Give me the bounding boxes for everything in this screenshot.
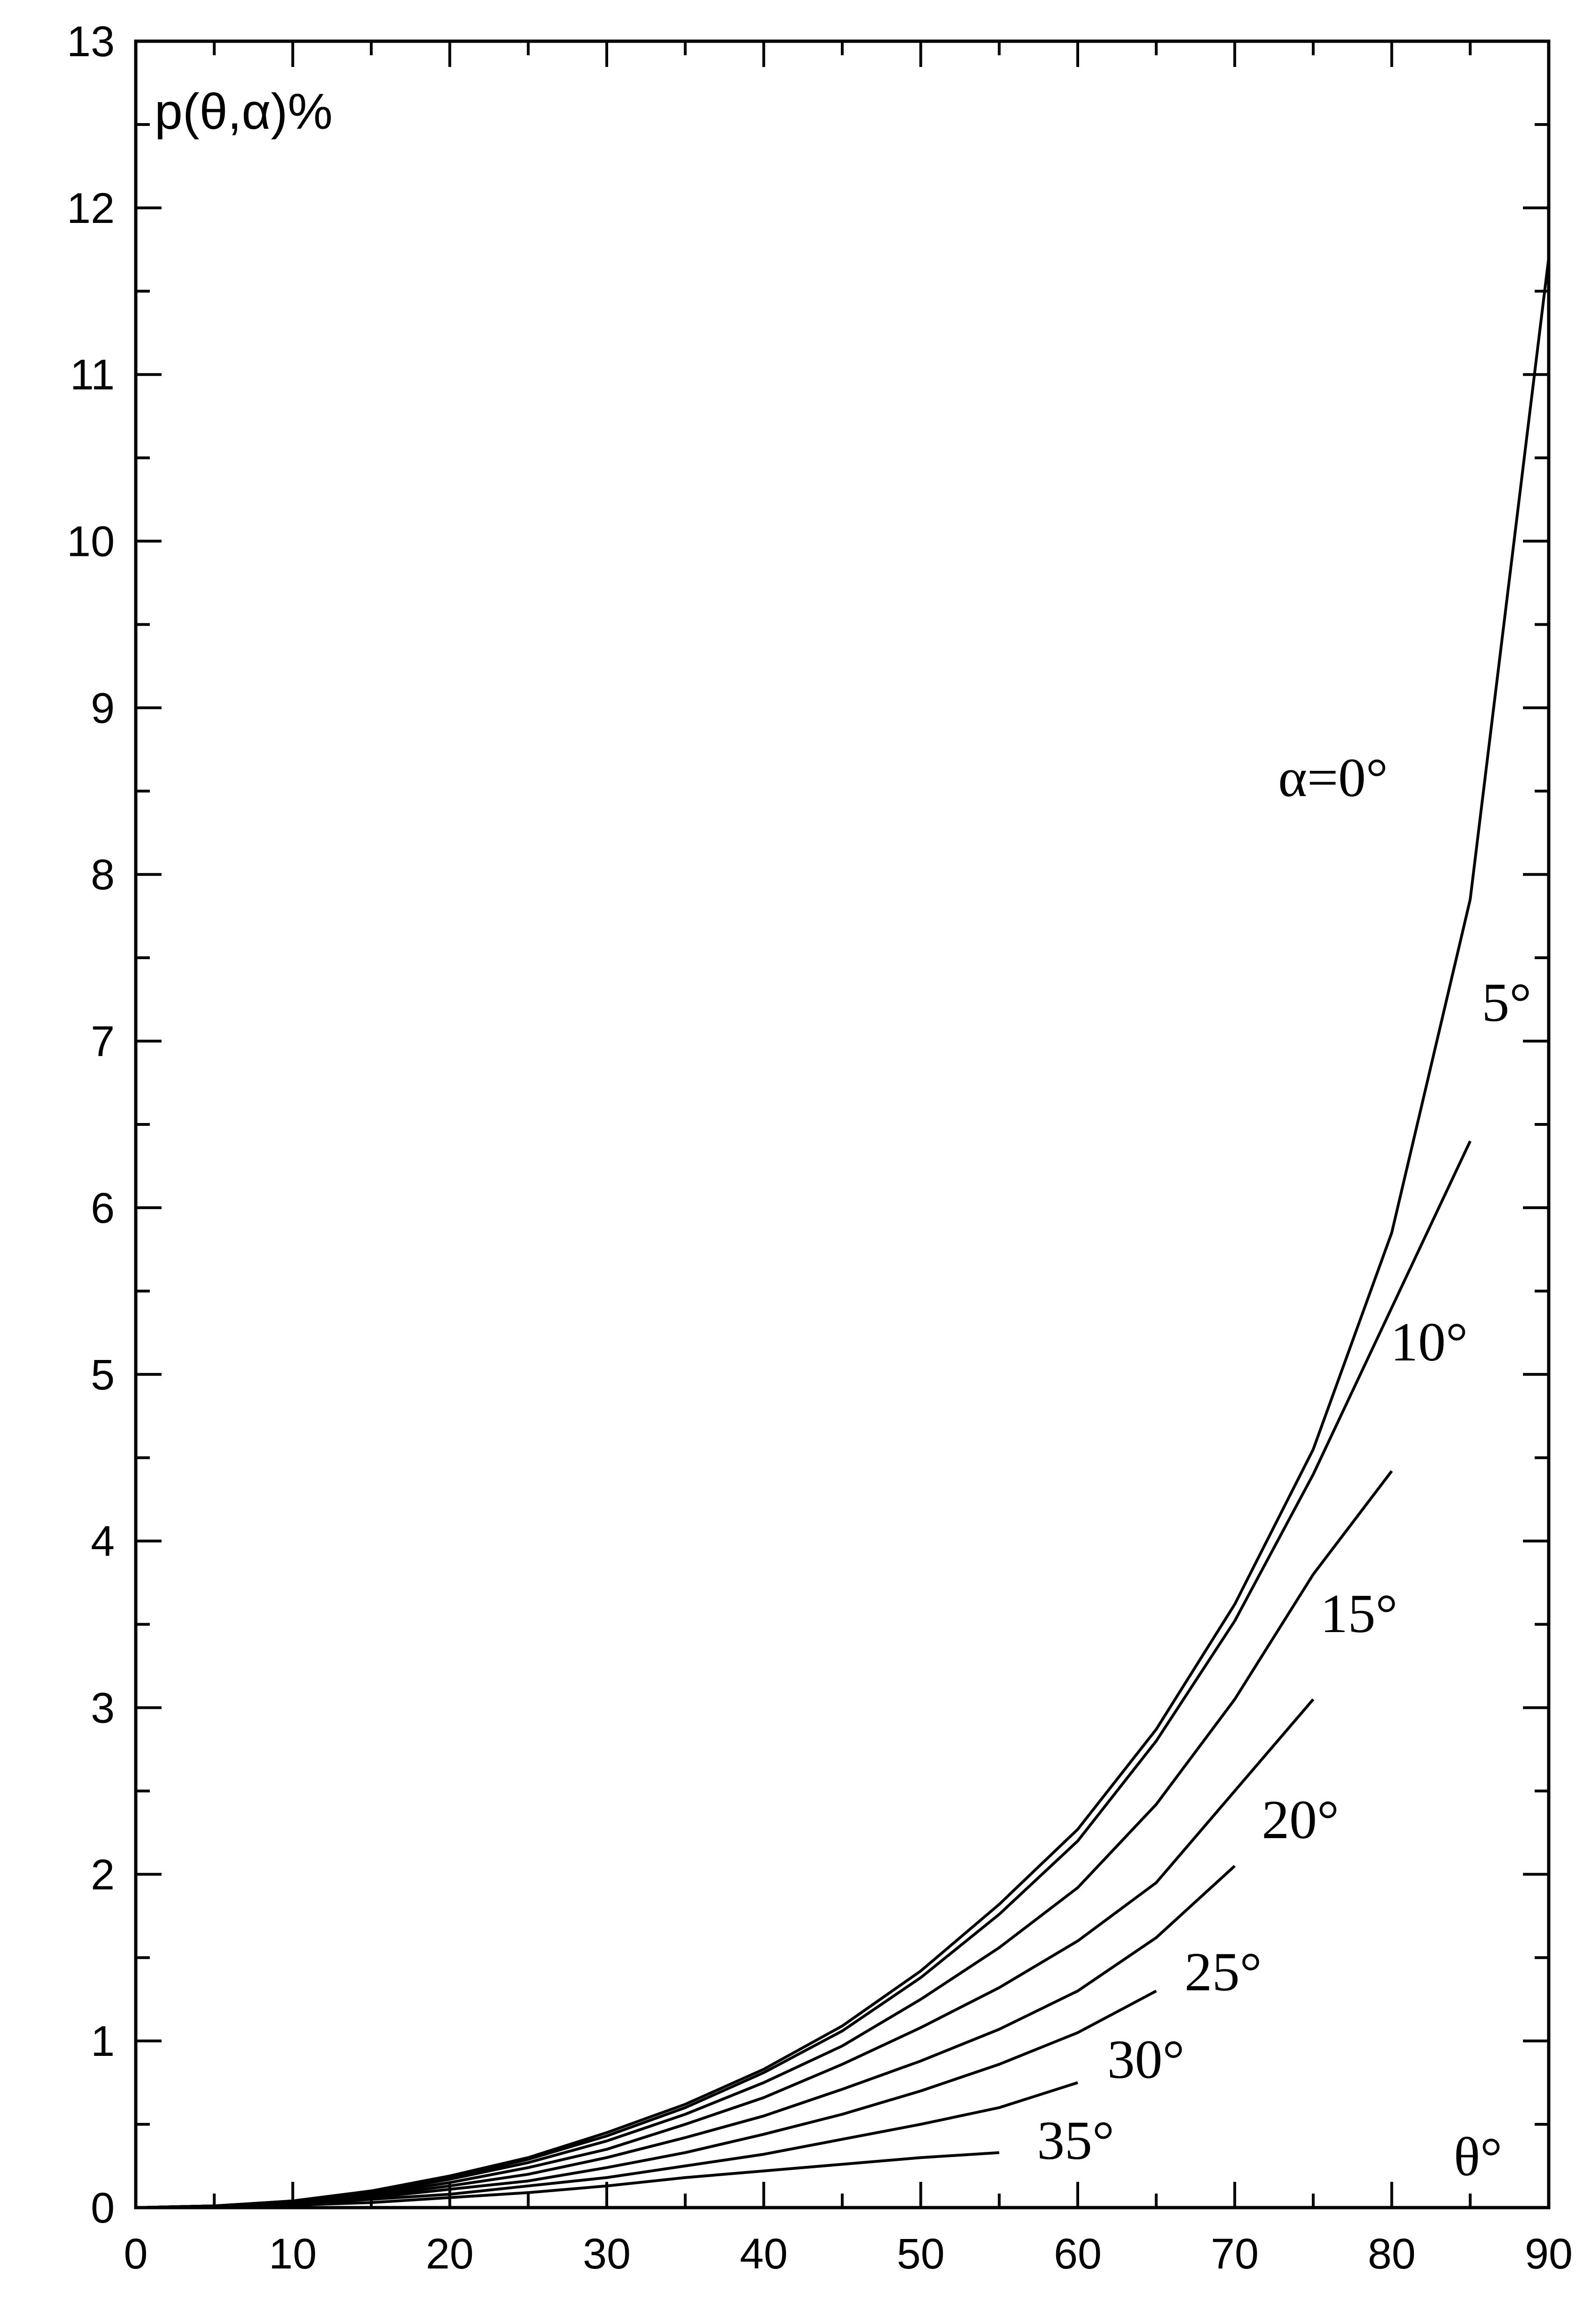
y-tick-label: 9 [91, 684, 115, 732]
series-line-4 [135, 1865, 1236, 2209]
series-line-7 [135, 2151, 1000, 2209]
y-axis-label: p(θ,α)% [154, 83, 333, 140]
x-tick-label: 20 [426, 2230, 473, 2278]
x-tick-label: 60 [1054, 2230, 1102, 2278]
series-label-0: α=0° [1278, 747, 1388, 808]
series-line-3 [135, 1698, 1315, 2209]
y-tick-label: 10 [67, 518, 115, 566]
series-label-3: 15° [1320, 1583, 1397, 1644]
plot-frame [134, 39, 1551, 2209]
x-tick-label: 50 [897, 2230, 944, 2278]
x-tick-label: 10 [269, 2230, 316, 2278]
y-tick-label: 13 [67, 18, 115, 66]
series-line-0 [135, 258, 1550, 2209]
x-axis-label: θ° [1454, 2126, 1502, 2187]
series-label-1: 5° [1482, 972, 1531, 1033]
series-label-7: 35° [1037, 2110, 1114, 2171]
series-labels: α=0° 5° 10° 15° 20° 25° 30° 35° [1037, 747, 1531, 2171]
y-tick-label: 7 [91, 1018, 115, 1065]
x-tick-label: 0 [124, 2230, 147, 2278]
y-tick-label: 12 [67, 185, 115, 232]
y-tick-label: 6 [91, 1184, 115, 1232]
y-tick-label: 2 [91, 1851, 115, 1899]
y-tick-label: 5 [91, 1351, 115, 1399]
series-line-1 [135, 1140, 1472, 2209]
series-label-2: 10° [1390, 1311, 1468, 1373]
y-tick-label: 4 [91, 1518, 115, 1566]
series-label-4: 20° [1262, 1789, 1339, 1850]
y-tick-label: 3 [91, 1684, 115, 1732]
axis-ticks [134, 40, 1550, 2209]
series-lines [135, 258, 1550, 2209]
series-line-5 [135, 1989, 1157, 2209]
x-tick-label: 30 [583, 2230, 631, 2278]
y-tick-label: 1 [91, 2017, 115, 2065]
series-label-6: 30° [1107, 2029, 1184, 2090]
series-label-5: 25° [1184, 1941, 1262, 2002]
x-tick-label: 40 [740, 2230, 787, 2278]
y-tick-label: 0 [91, 2184, 115, 2232]
y-tick-label: 11 [70, 351, 115, 399]
x-tick-label: 90 [1525, 2230, 1573, 2278]
y-tick-label: 8 [91, 851, 115, 899]
x-tick-label: 80 [1368, 2230, 1415, 2278]
x-tick-label: 70 [1211, 2230, 1258, 2278]
